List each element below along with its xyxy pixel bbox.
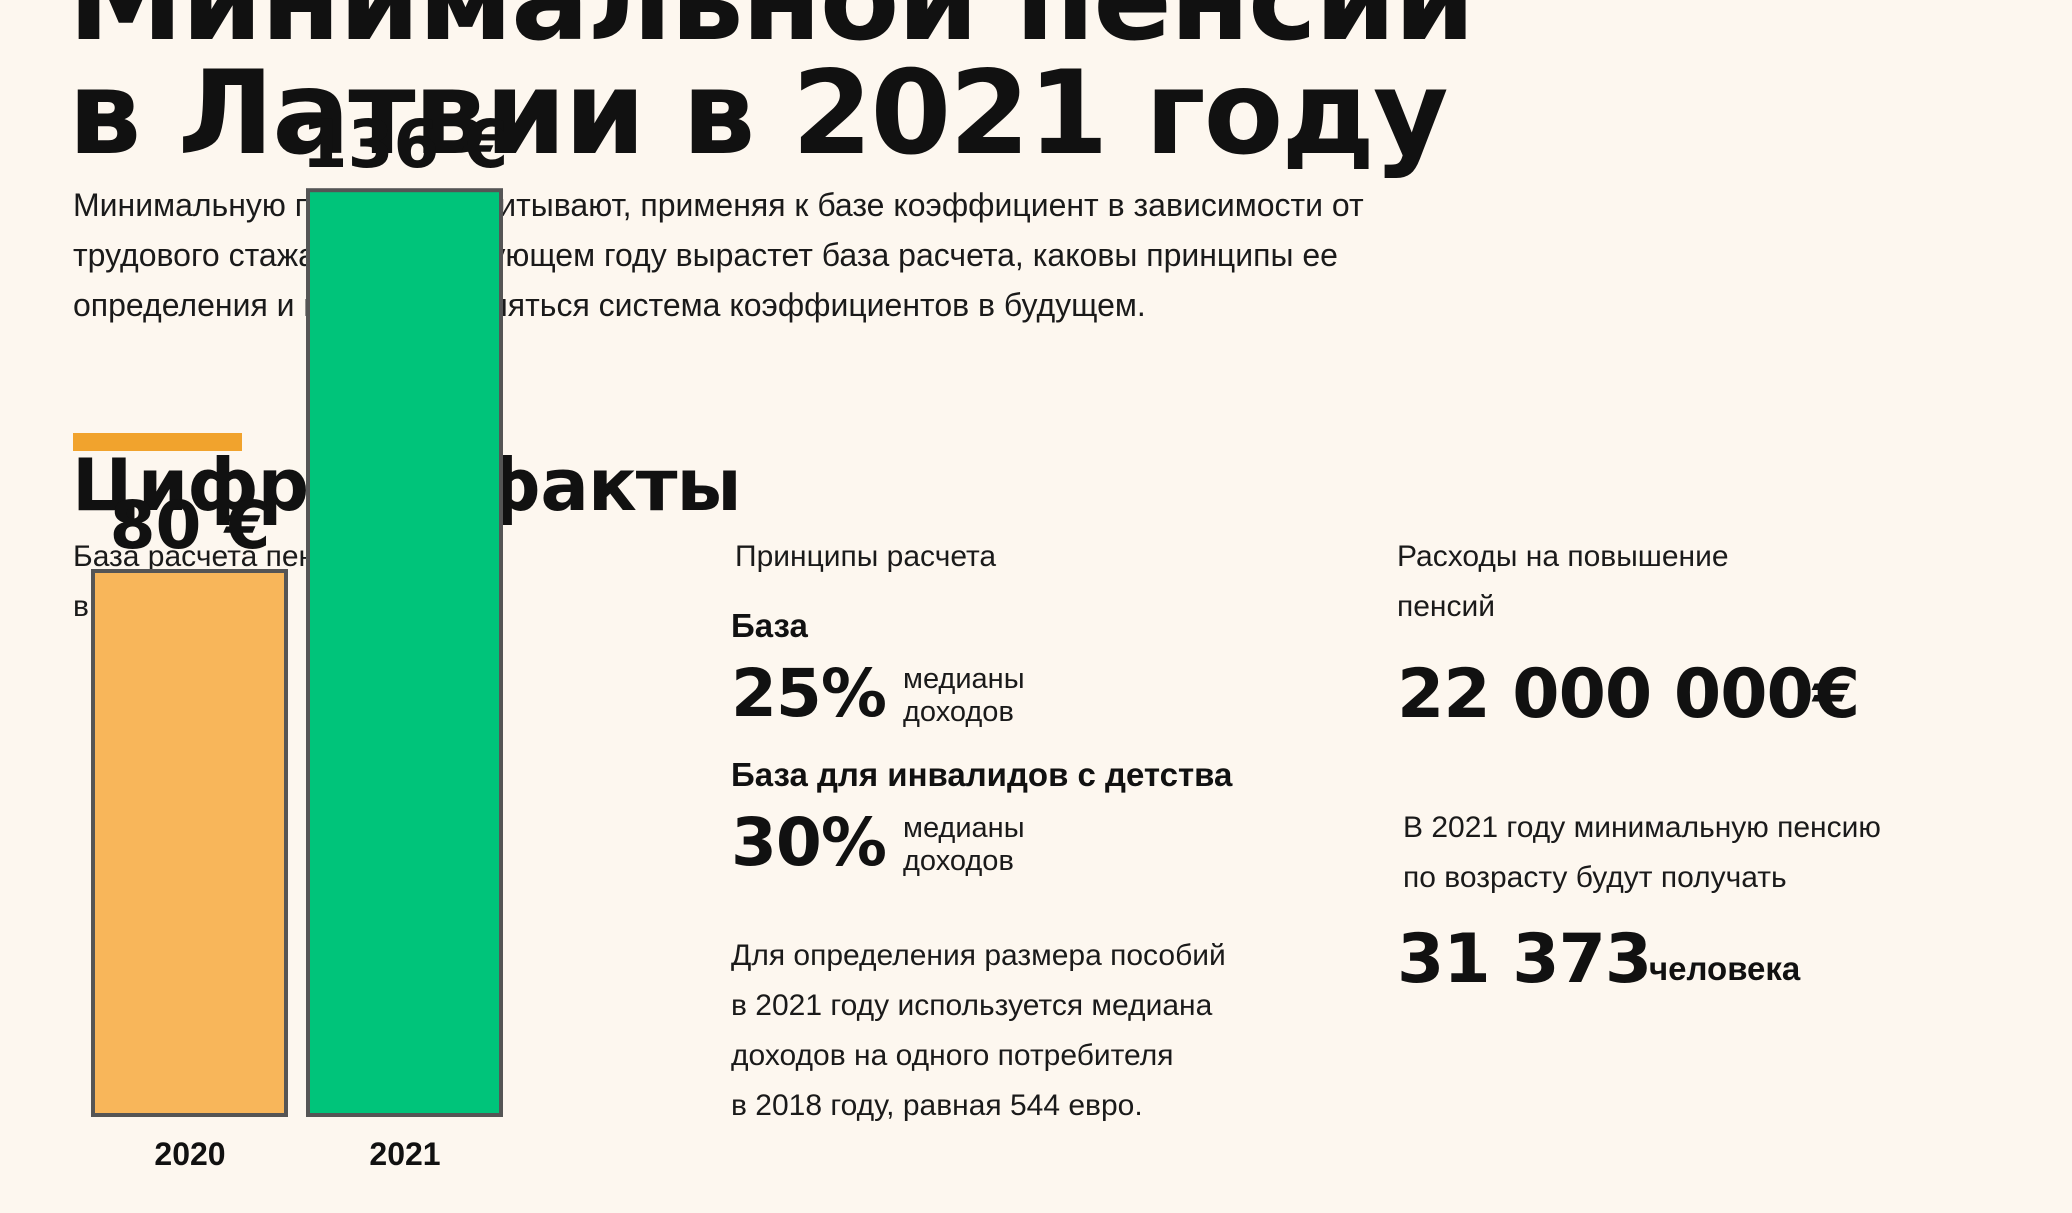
disabled-base-note-line: медианы (903, 812, 1025, 844)
paragraph-line: В 2021 году минимальную пенсию (1403, 811, 1881, 844)
increase-costs-label-line: пенсий (1397, 590, 1496, 623)
median-income-paragraph: Для определения размера пособий в 2021 г… (731, 931, 1226, 1131)
paragraph-line: доходов на одного потребителя (731, 1039, 1174, 1072)
section-accent-bar (73, 433, 242, 451)
paragraph-line: в 2018 году, равная 544 евро. (731, 1089, 1143, 1122)
disabled-base-percent: 30% (731, 804, 887, 881)
recipients-count: 31 373 (1397, 920, 1652, 999)
pension-base-label-line: вырастет (73, 590, 202, 623)
recipients-unit: человека (1649, 950, 1801, 987)
section-title: Цифры и факты (72, 443, 742, 527)
base-percent: 25% (731, 655, 887, 732)
base-note-line: медианы (903, 663, 1025, 695)
disabled-base-note-line: доходов (903, 845, 1014, 877)
pension-base-label: База расчета пенсий вырастет (73, 532, 364, 632)
category-label: 2020 (154, 1136, 225, 1172)
disabled-base-note: медианы доходов (903, 812, 1025, 878)
recipients-paragraph: В 2021 году минимальную пенсию по возрас… (1403, 803, 1881, 903)
calc-principles-label: Принципы расчета (735, 540, 997, 573)
disabled-base-heading: База для инвалидов с детства (731, 756, 1233, 793)
intro-line: определения и как будет меняться система… (73, 287, 1146, 323)
base-heading: База (731, 607, 808, 644)
intro-line: Минимальную пенсию рассчитывают, применя… (73, 187, 1364, 223)
increase-costs-label: Расходы на повышение пенсий (1397, 532, 1729, 632)
base-note-line: доходов (903, 696, 1014, 728)
intro-text: Минимальную пенсию рассчитывают, применя… (73, 180, 1493, 330)
page-title-line-1: Минимальной пенсии (68, 0, 1475, 58)
trend-up-arrow-icon (156, 689, 270, 763)
category-label: 2021 (369, 1136, 440, 1172)
paragraph-line: Для определения размера пособий (731, 939, 1226, 972)
increase-costs-label-line: Расходы на повышение (1397, 540, 1729, 573)
bar-2020 (91, 569, 288, 1117)
paragraph-line: в 2021 году используется медиана (731, 989, 1213, 1022)
intro-line: трудового стажа. Как в следующем году вы… (73, 237, 1338, 273)
increase-costs-amount: 22 000 000€ (1397, 655, 1860, 734)
page-title-line-2: в Латвии в 2021 году (68, 46, 1449, 181)
base-note: медианы доходов (903, 663, 1025, 729)
paragraph-line: по возрасту будут получать (1403, 861, 1787, 894)
pension-base-label-line: База расчета пенсий (73, 540, 364, 573)
